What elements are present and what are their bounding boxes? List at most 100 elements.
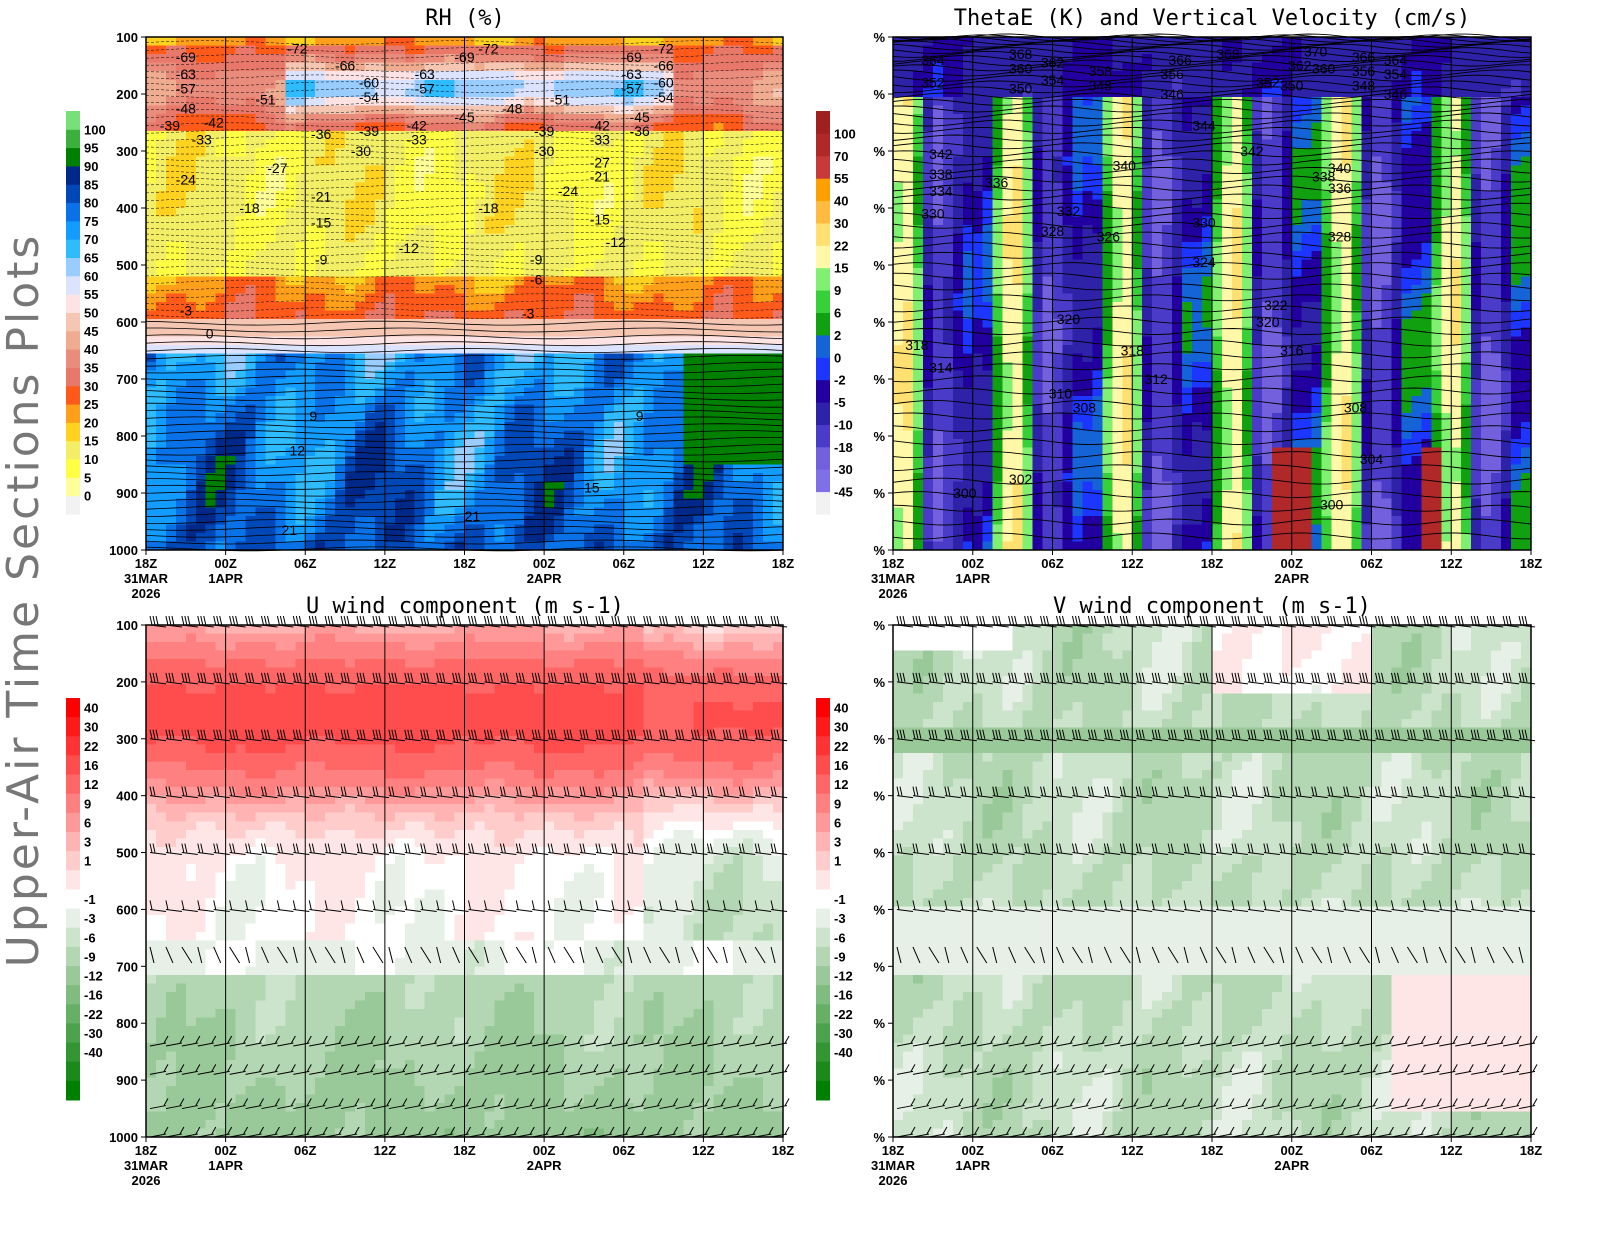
field-cell: [245, 62, 257, 72]
field-cell: [245, 490, 257, 500]
field-cell: [893, 54, 904, 64]
field-cell: [703, 225, 714, 235]
field-cell: [434, 190, 446, 201]
field-cell: [195, 156, 207, 166]
field-cell: [524, 498, 535, 508]
field-cell: [564, 216, 575, 226]
field-cell: [912, 208, 924, 218]
field-cell: [743, 310, 754, 320]
field-cell: [1032, 532, 1044, 543]
field-cell: [643, 45, 655, 55]
field-cell: [534, 208, 545, 218]
field-cell: [484, 37, 495, 47]
field-cell: [414, 37, 426, 47]
field-cell: [743, 430, 754, 440]
field-cell: [982, 233, 994, 243]
field-cell: [912, 344, 924, 354]
field-cell: [1032, 473, 1044, 483]
field-cell: [603, 481, 615, 491]
x-tick-label: 00Z: [533, 556, 555, 571]
field-cell: [315, 524, 326, 534]
field-cell: [713, 327, 724, 337]
field-cell: [713, 396, 724, 406]
field-cell: [1012, 310, 1024, 320]
field-cell: [315, 370, 326, 380]
field-cell: [444, 327, 456, 337]
field-cell: [554, 267, 565, 278]
y-tick-label: 800: [116, 429, 138, 444]
field-cell: [205, 515, 217, 525]
field-cell: [893, 507, 904, 517]
field-cell: [156, 532, 167, 543]
field-cell: [1012, 490, 1024, 500]
field-cell: [345, 148, 356, 158]
field-cell: [484, 105, 495, 115]
field-cell: [374, 156, 386, 166]
field-cell: [434, 182, 446, 192]
field-cell: [185, 259, 197, 269]
field-cell: [534, 361, 545, 372]
field-cell: [315, 208, 326, 218]
field-cell: [215, 284, 227, 295]
field-cell: [195, 96, 207, 106]
field-cell: [404, 79, 416, 89]
field-cell: [753, 208, 764, 218]
field-cell: [633, 379, 645, 389]
field-cell: [156, 319, 167, 329]
field-cell: [564, 327, 575, 337]
field-cell: [893, 173, 904, 183]
field-cell: [245, 404, 257, 414]
field-cell: [374, 242, 386, 252]
field-cell: [215, 96, 227, 106]
field-cell: [574, 79, 585, 89]
field-cell: [295, 131, 306, 141]
contour-line: [145, 293, 784, 299]
field-cell: [146, 327, 157, 337]
field-cell: [1042, 190, 1054, 201]
field-cell: [942, 71, 954, 81]
field-cell: [325, 96, 336, 106]
field-cell: [325, 447, 336, 457]
field-cell: [743, 447, 754, 457]
field-cell: [743, 387, 754, 397]
field-cell: [753, 327, 764, 337]
field-cell: [922, 165, 934, 175]
field-cell: [613, 45, 625, 55]
field-cell: [514, 413, 525, 423]
field-cell: [893, 438, 904, 449]
field-cell: [723, 361, 734, 372]
y-tick-label: 600: [116, 315, 138, 330]
field-cell: [693, 490, 704, 500]
field-cell: [335, 464, 346, 474]
field-cell: [613, 190, 625, 201]
field-cell: [753, 156, 764, 166]
field-cell: [474, 293, 486, 303]
field-cell: [514, 379, 525, 389]
field-cell: [763, 250, 774, 260]
field-cell: [633, 37, 645, 47]
field-cell: [146, 216, 157, 226]
field-cell: [454, 413, 466, 423]
field-cell: [345, 532, 356, 543]
field-cell: [932, 481, 944, 491]
field-cell: [345, 344, 356, 354]
field-cell: [922, 267, 934, 278]
field-cell: [464, 71, 476, 81]
field-cell: [285, 79, 296, 89]
field-cell: [922, 96, 934, 106]
field-cell: [255, 71, 267, 81]
field-cell: [374, 447, 386, 457]
field-cell: [683, 293, 695, 303]
field-cell: [255, 165, 267, 175]
field-cell: [215, 336, 227, 346]
field-cell: [175, 532, 187, 543]
field-cell: [484, 62, 495, 72]
field-cell: [265, 54, 276, 64]
contour-label: -12: [606, 234, 626, 250]
field-cell: [215, 387, 227, 397]
field-cell: [146, 515, 157, 525]
field-cell: [494, 498, 505, 508]
field-cell: [146, 105, 157, 115]
field-cell: [554, 139, 565, 149]
field-cell: [952, 336, 964, 346]
